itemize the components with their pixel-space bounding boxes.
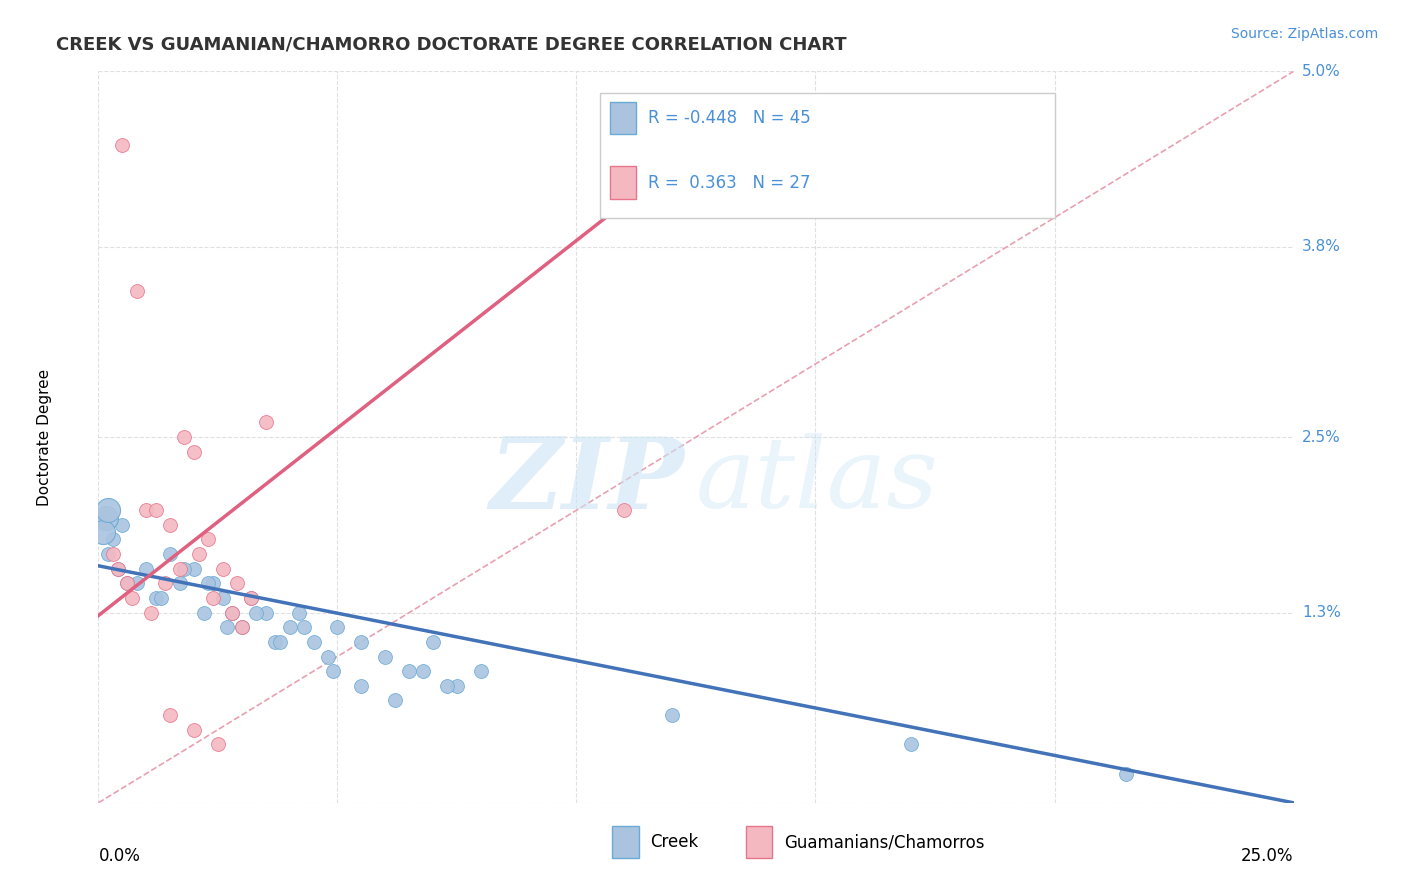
Point (350, 679, 373, 693)
Point (107, 562, 129, 576)
Point (412, 664, 434, 678)
Point (159, 517, 181, 532)
Point (135, 503, 157, 517)
Point (207, 737, 229, 751)
Point (145, 591, 167, 605)
Point (169, 576, 191, 591)
Point (197, 576, 219, 591)
Text: ZIP: ZIP (489, 433, 685, 529)
Text: Doctorate Degree: Doctorate Degree (37, 368, 52, 506)
Text: Creek: Creek (651, 833, 699, 851)
Point (159, 547, 181, 561)
Point (254, 416, 277, 430)
Point (101, 547, 124, 561)
Text: CREEK VS GUAMANIAN/CHAMORRO DOCTORATE DEGREE CORRELATION CHART: CREEK VS GUAMANIAN/CHAMORRO DOCTORATE DE… (56, 36, 846, 54)
Point (422, 635, 444, 649)
Point (173, 430, 195, 444)
Point (226, 576, 249, 591)
Point (111, 517, 134, 532)
Text: 1.3%: 1.3% (1302, 605, 1341, 620)
Point (101, 533, 124, 547)
Point (322, 664, 344, 678)
Point (254, 606, 277, 620)
Point (125, 284, 148, 298)
Point (211, 562, 233, 576)
Point (135, 562, 157, 576)
Point (217, 620, 239, 634)
Point (288, 606, 311, 620)
Point (187, 547, 209, 561)
Point (269, 635, 291, 649)
Point (91, 525, 114, 540)
FancyBboxPatch shape (610, 167, 637, 199)
Point (374, 649, 396, 664)
Point (97, 503, 120, 517)
Point (436, 679, 458, 693)
Point (278, 620, 301, 634)
Point (169, 562, 191, 576)
Text: 5.0%: 5.0% (1302, 64, 1340, 78)
Point (240, 591, 263, 605)
Point (155, 576, 177, 591)
Point (149, 591, 172, 605)
Point (326, 620, 349, 634)
Point (145, 503, 167, 517)
Text: Source: ZipAtlas.com: Source: ZipAtlas.com (1230, 27, 1378, 41)
Point (661, 708, 683, 723)
FancyBboxPatch shape (747, 826, 772, 858)
Point (115, 576, 138, 591)
Point (316, 649, 339, 664)
Point (613, 503, 636, 517)
Point (197, 533, 219, 547)
Point (245, 606, 267, 620)
Text: atlas: atlas (696, 434, 939, 529)
Point (900, 737, 922, 751)
Point (97, 547, 120, 561)
Point (183, 562, 205, 576)
Text: 0.0%: 0.0% (98, 847, 141, 864)
Point (292, 620, 315, 634)
Point (446, 679, 468, 693)
Point (384, 693, 406, 707)
Point (221, 606, 243, 620)
Point (125, 576, 148, 591)
Point (302, 635, 325, 649)
Point (139, 606, 162, 620)
Point (264, 635, 287, 649)
Point (1115, 766, 1137, 780)
Point (159, 708, 181, 723)
Point (202, 591, 225, 605)
Point (221, 606, 243, 620)
Point (231, 620, 253, 634)
Point (94, 510, 117, 524)
Text: R =  0.363   N = 27: R = 0.363 N = 27 (648, 174, 811, 192)
FancyBboxPatch shape (613, 826, 638, 858)
Text: R = -0.448   N = 45: R = -0.448 N = 45 (648, 109, 811, 128)
Point (183, 723, 205, 737)
Text: Guamanians/Chamorros: Guamanians/Chamorros (785, 833, 986, 851)
FancyBboxPatch shape (600, 94, 1054, 218)
Point (240, 591, 263, 605)
Point (350, 635, 373, 649)
Point (107, 562, 129, 576)
Text: 3.8%: 3.8% (1302, 239, 1341, 254)
Point (111, 137, 134, 152)
FancyBboxPatch shape (610, 102, 637, 135)
Point (211, 591, 233, 605)
Point (202, 576, 225, 591)
Text: 2.5%: 2.5% (1302, 430, 1340, 444)
Point (115, 576, 138, 591)
Point (173, 562, 195, 576)
Point (398, 664, 420, 678)
Point (121, 591, 143, 605)
Point (470, 664, 492, 678)
Point (231, 620, 253, 634)
Point (183, 444, 205, 458)
Text: 25.0%: 25.0% (1241, 847, 1294, 864)
Point (193, 606, 215, 620)
